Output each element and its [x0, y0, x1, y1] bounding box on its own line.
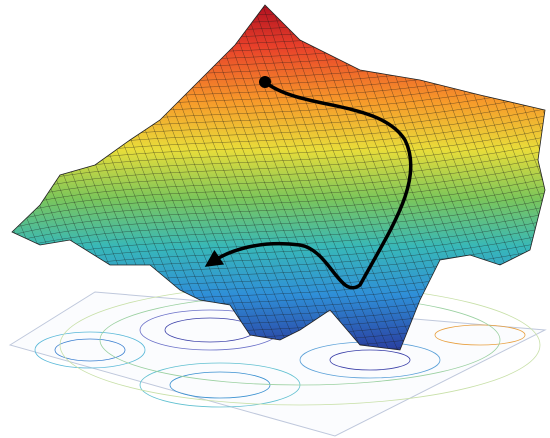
surface-fill — [11, 4, 546, 351]
mesh-line — [12, 5, 25, 350]
mesh-line — [12, 170, 545, 232]
contour — [54, 338, 126, 362]
mesh-line — [12, 5, 545, 15]
mesh-line — [12, 5, 52, 350]
mesh-line — [242, 5, 394, 350]
plane — [8, 291, 547, 437]
mesh-line — [269, 5, 421, 350]
mesh-line — [12, 163, 545, 225]
contour — [434, 324, 526, 346]
mesh-line — [12, 149, 545, 211]
mesh-line — [12, 142, 545, 204]
mesh-line — [12, 156, 545, 218]
trajectory — [204, 80, 413, 290]
mesh-line — [251, 5, 403, 350]
mesh-line — [224, 5, 376, 350]
mesh-line — [12, 128, 545, 190]
mesh-line — [12, 191, 545, 253]
descent-path — [204, 76, 413, 290]
mesh-line — [12, 5, 34, 350]
mesh-line — [233, 5, 385, 350]
mesh-line — [12, 177, 545, 239]
start-point — [259, 76, 271, 88]
mesh-line — [0, 0, 6, 380]
mesh-line — [12, 5, 545, 8]
mesh-line — [12, 135, 545, 197]
mesh-line — [12, 5, 43, 350]
contour — [34, 331, 146, 369]
contour — [169, 371, 271, 399]
mesh-line — [12, 184, 545, 246]
contour — [329, 349, 411, 371]
mesh-line — [12, 5, 16, 350]
